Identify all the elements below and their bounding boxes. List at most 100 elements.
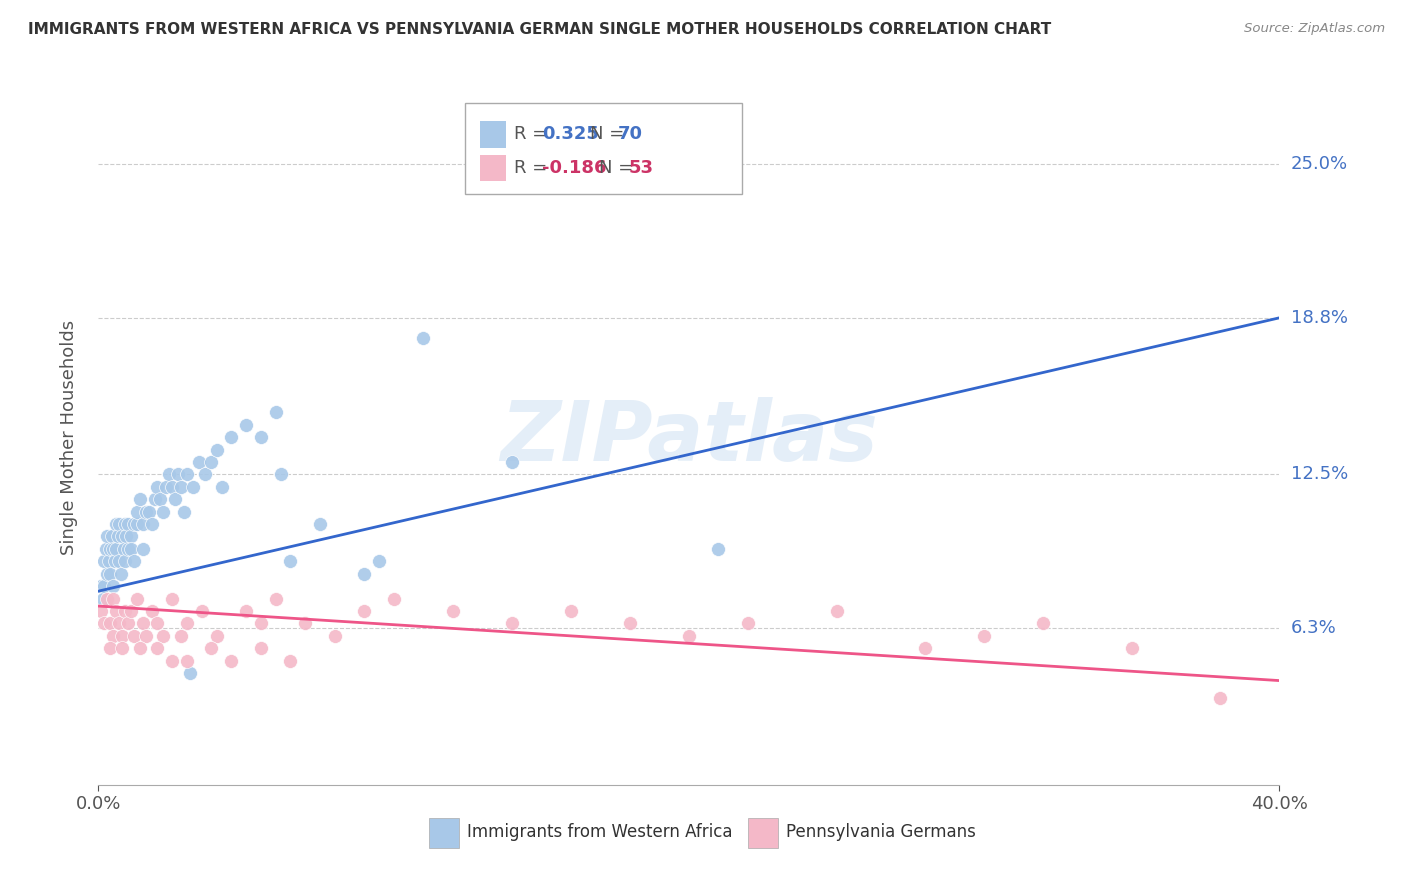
Point xyxy=(111,529,134,543)
Text: Pennsylvania Germans: Pennsylvania Germans xyxy=(786,823,976,841)
Point xyxy=(105,604,128,618)
Point xyxy=(105,541,128,556)
Point xyxy=(149,492,172,507)
FancyBboxPatch shape xyxy=(464,103,742,194)
Point xyxy=(250,641,273,656)
Point xyxy=(96,591,118,606)
Point xyxy=(173,505,195,519)
Point xyxy=(560,604,582,618)
Text: 0.325: 0.325 xyxy=(543,126,599,144)
Point xyxy=(221,430,243,444)
Point xyxy=(111,629,134,643)
Point xyxy=(1032,616,1054,631)
Point xyxy=(114,604,136,618)
Point xyxy=(98,566,121,581)
Point xyxy=(235,604,257,618)
Point xyxy=(146,480,169,494)
Point xyxy=(141,516,163,531)
Point xyxy=(501,616,523,631)
Point xyxy=(98,541,121,556)
Point xyxy=(98,641,121,656)
Point xyxy=(678,629,700,643)
Point xyxy=(114,516,136,531)
Text: Immigrants from Western Africa: Immigrants from Western Africa xyxy=(467,823,733,841)
Point xyxy=(353,566,375,581)
Bar xyxy=(748,818,778,847)
Text: 70: 70 xyxy=(619,126,643,144)
Point xyxy=(205,442,228,457)
Point xyxy=(323,629,346,643)
Point xyxy=(143,492,166,507)
Point xyxy=(235,417,257,432)
Text: Source: ZipAtlas.com: Source: ZipAtlas.com xyxy=(1244,22,1385,36)
Point xyxy=(132,541,155,556)
Point xyxy=(132,516,155,531)
Point xyxy=(170,629,193,643)
Text: 53: 53 xyxy=(628,159,654,177)
Point xyxy=(125,505,148,519)
Point xyxy=(280,554,302,568)
Y-axis label: Single Mother Households: Single Mother Households xyxy=(59,319,77,555)
Point xyxy=(117,516,139,531)
Point xyxy=(1209,690,1232,705)
Point xyxy=(191,604,214,618)
Text: ZIPatlas: ZIPatlas xyxy=(501,397,877,477)
Point xyxy=(914,641,936,656)
Point xyxy=(100,529,122,543)
Point xyxy=(105,516,128,531)
Bar xyxy=(479,121,506,148)
Point xyxy=(107,529,129,543)
Point xyxy=(368,554,391,568)
Point xyxy=(250,430,273,444)
Point xyxy=(103,579,125,593)
Point xyxy=(146,616,169,631)
Point xyxy=(111,641,134,656)
Point xyxy=(179,666,201,681)
Point xyxy=(707,541,730,556)
Text: N =: N = xyxy=(599,159,640,177)
Point xyxy=(1121,641,1143,656)
Point xyxy=(104,554,127,568)
Bar xyxy=(479,154,506,181)
Point xyxy=(120,604,142,618)
Point xyxy=(441,604,464,618)
Text: -0.186: -0.186 xyxy=(543,159,607,177)
Point xyxy=(162,654,183,668)
Point xyxy=(91,591,114,606)
Point xyxy=(94,541,117,556)
Point xyxy=(309,516,332,531)
Point xyxy=(93,616,115,631)
Point xyxy=(264,591,287,606)
Point xyxy=(270,467,292,482)
Point xyxy=(221,654,243,668)
Point xyxy=(176,467,198,482)
Point xyxy=(181,480,204,494)
Point xyxy=(280,654,302,668)
Point xyxy=(90,579,112,593)
Point xyxy=(155,480,177,494)
Point xyxy=(619,616,641,631)
Point xyxy=(825,604,848,618)
Point xyxy=(294,616,316,631)
Point xyxy=(187,455,209,469)
Point xyxy=(122,516,145,531)
Point xyxy=(211,480,233,494)
Point xyxy=(122,554,145,568)
Point xyxy=(250,616,273,631)
Point xyxy=(157,467,180,482)
Point xyxy=(973,629,995,643)
Point xyxy=(135,505,157,519)
Point xyxy=(96,529,118,543)
Point xyxy=(170,480,193,494)
Bar xyxy=(429,818,458,847)
Point xyxy=(125,516,148,531)
Point xyxy=(108,554,131,568)
Point xyxy=(176,654,198,668)
Point xyxy=(120,541,142,556)
Point xyxy=(112,541,135,556)
Point xyxy=(200,641,222,656)
Point xyxy=(152,629,174,643)
Text: 12.5%: 12.5% xyxy=(1291,466,1348,483)
Point xyxy=(162,591,183,606)
Point xyxy=(108,616,131,631)
